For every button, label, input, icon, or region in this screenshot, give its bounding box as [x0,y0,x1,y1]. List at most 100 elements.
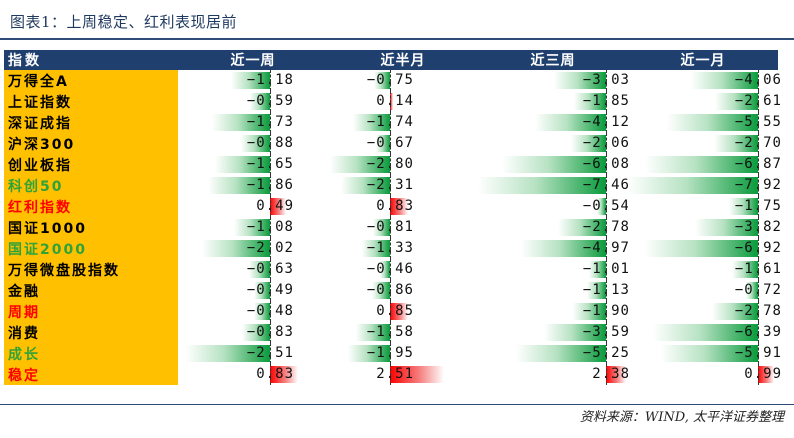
value-label: −0.81 [366,219,414,235]
zero-axis [270,217,271,238]
row-index-name: 稳定 [4,364,178,385]
data-bar [248,261,270,278]
zero-axis [606,154,607,175]
value-cell-half-month: −1.95 [328,343,478,364]
value-cell-half-month: 2.51 [328,364,478,385]
zero-axis [390,301,391,322]
zero-axis [270,301,271,322]
zero-axis [270,322,271,343]
data-bar [628,177,758,194]
zero-axis [758,154,759,175]
data-bar [570,135,606,152]
data-bar [214,156,270,173]
value-cell-month: −4.06 [628,70,781,91]
zero-axis [758,217,759,238]
value-label: −6.87 [734,156,782,172]
zero-axis [606,133,607,154]
data-bar [558,219,606,236]
data-bar [691,72,758,89]
value-label: −1.08 [246,219,294,235]
table-row: 金融 −0.49 −0.86 −1.13 −0.72 [4,280,781,301]
data-bar [240,135,270,152]
zero-axis [390,196,391,217]
value-cell-month: 0.99 [628,364,781,385]
zero-axis [758,175,759,196]
row-index-name: 创业板指 [4,154,178,175]
zero-axis [758,322,759,343]
zero-axis [606,217,607,238]
value-cell-half-month: 0.83 [328,196,478,217]
value-label: −1.73 [246,114,294,130]
row-index-name: 万得微盘股指数 [4,259,178,280]
data-bar [712,303,758,320]
figure-title: 图表1：上周稳定、红利表现居前 [10,13,238,31]
value-cell-half-month: −0.86 [328,280,478,301]
row-index-name: 深证成指 [4,112,178,133]
value-cell-week: −0.88 [178,133,328,154]
value-cell-week: −2.51 [178,343,328,364]
value-label: 0.99 [744,366,782,382]
value-label: −0.88 [246,135,294,151]
value-cell-three-weeks: −3.03 [478,70,629,91]
zero-axis [606,91,607,112]
value-label: 2.51 [376,366,414,382]
value-cell-week: −1.08 [178,217,328,238]
value-cell-three-weeks: −1.90 [478,301,629,322]
zero-axis [270,280,271,301]
footer-rule [0,404,794,405]
value-cell-month: −2.61 [628,91,781,112]
value-label: −2.06 [582,135,630,151]
zero-axis [390,112,391,133]
zero-axis [758,112,759,133]
value-cell-week: 0.83 [178,364,328,385]
table-row: 创业板指 −1.65 −2.80 −6.08 −6.87 [4,154,781,175]
data-bar [544,324,606,341]
value-cell-week: −0.49 [178,280,328,301]
data-bar [253,282,270,299]
table-row: 红利指数 0.49 0.83 −0.54 −1.75 [4,196,781,217]
value-cell-three-weeks: −1.13 [478,280,629,301]
value-cell-month: −1.75 [628,196,781,217]
zero-axis [270,343,271,364]
zero-axis [390,364,391,385]
column-header-week: 近一周 [178,50,328,70]
value-label: −0.59 [246,93,294,109]
value-cell-three-weeks: −4.97 [478,238,629,259]
table-row: 科创50 −1.86 −2.31 −7.46 −7.92 [4,175,781,196]
value-cell-month: −0.72 [628,280,781,301]
data-bar [270,366,298,383]
table-row: 万得全A −1.18 −0.75 −3.03 −4.06 [4,70,781,91]
row-index-name: 科创50 [4,175,178,196]
row-index-name: 金融 [4,280,178,301]
data-bar [375,135,390,152]
value-label: −1.75 [734,198,782,214]
zero-axis [390,70,391,91]
value-cell-half-month: −2.31 [328,175,478,196]
value-cell-half-month: −0.67 [328,133,478,154]
value-label: −1.58 [366,324,414,340]
value-cell-half-month: 0.85 [328,301,478,322]
value-cell-three-weeks: −1.85 [478,91,630,112]
value-cell-half-month: −1.74 [328,112,478,133]
value-label: −2.02 [246,240,294,256]
data-bar [729,198,758,215]
value-label: −2.51 [246,345,294,361]
value-label: −3.59 [582,324,630,340]
value-label: −5.91 [734,345,782,361]
zero-axis [270,133,271,154]
value-cell-half-month: −0.46 [328,259,478,280]
value-cell-week: 0.49 [178,196,328,217]
value-cell-three-weeks: −6.08 [478,154,629,175]
value-cell-month: −1.61 [628,259,781,280]
value-cell-week: −0.83 [178,322,328,343]
data-bar [352,114,390,131]
zero-axis [606,259,607,280]
data-bar [340,177,390,194]
value-cell-month: −2.78 [628,301,781,322]
data-bar [361,240,390,257]
data-bar [242,324,270,341]
row-index-name: 国证2000 [4,238,178,259]
value-cell-three-weeks: −5.25 [478,343,629,364]
value-label: −1.85 [582,93,630,109]
data-bar [212,114,270,131]
